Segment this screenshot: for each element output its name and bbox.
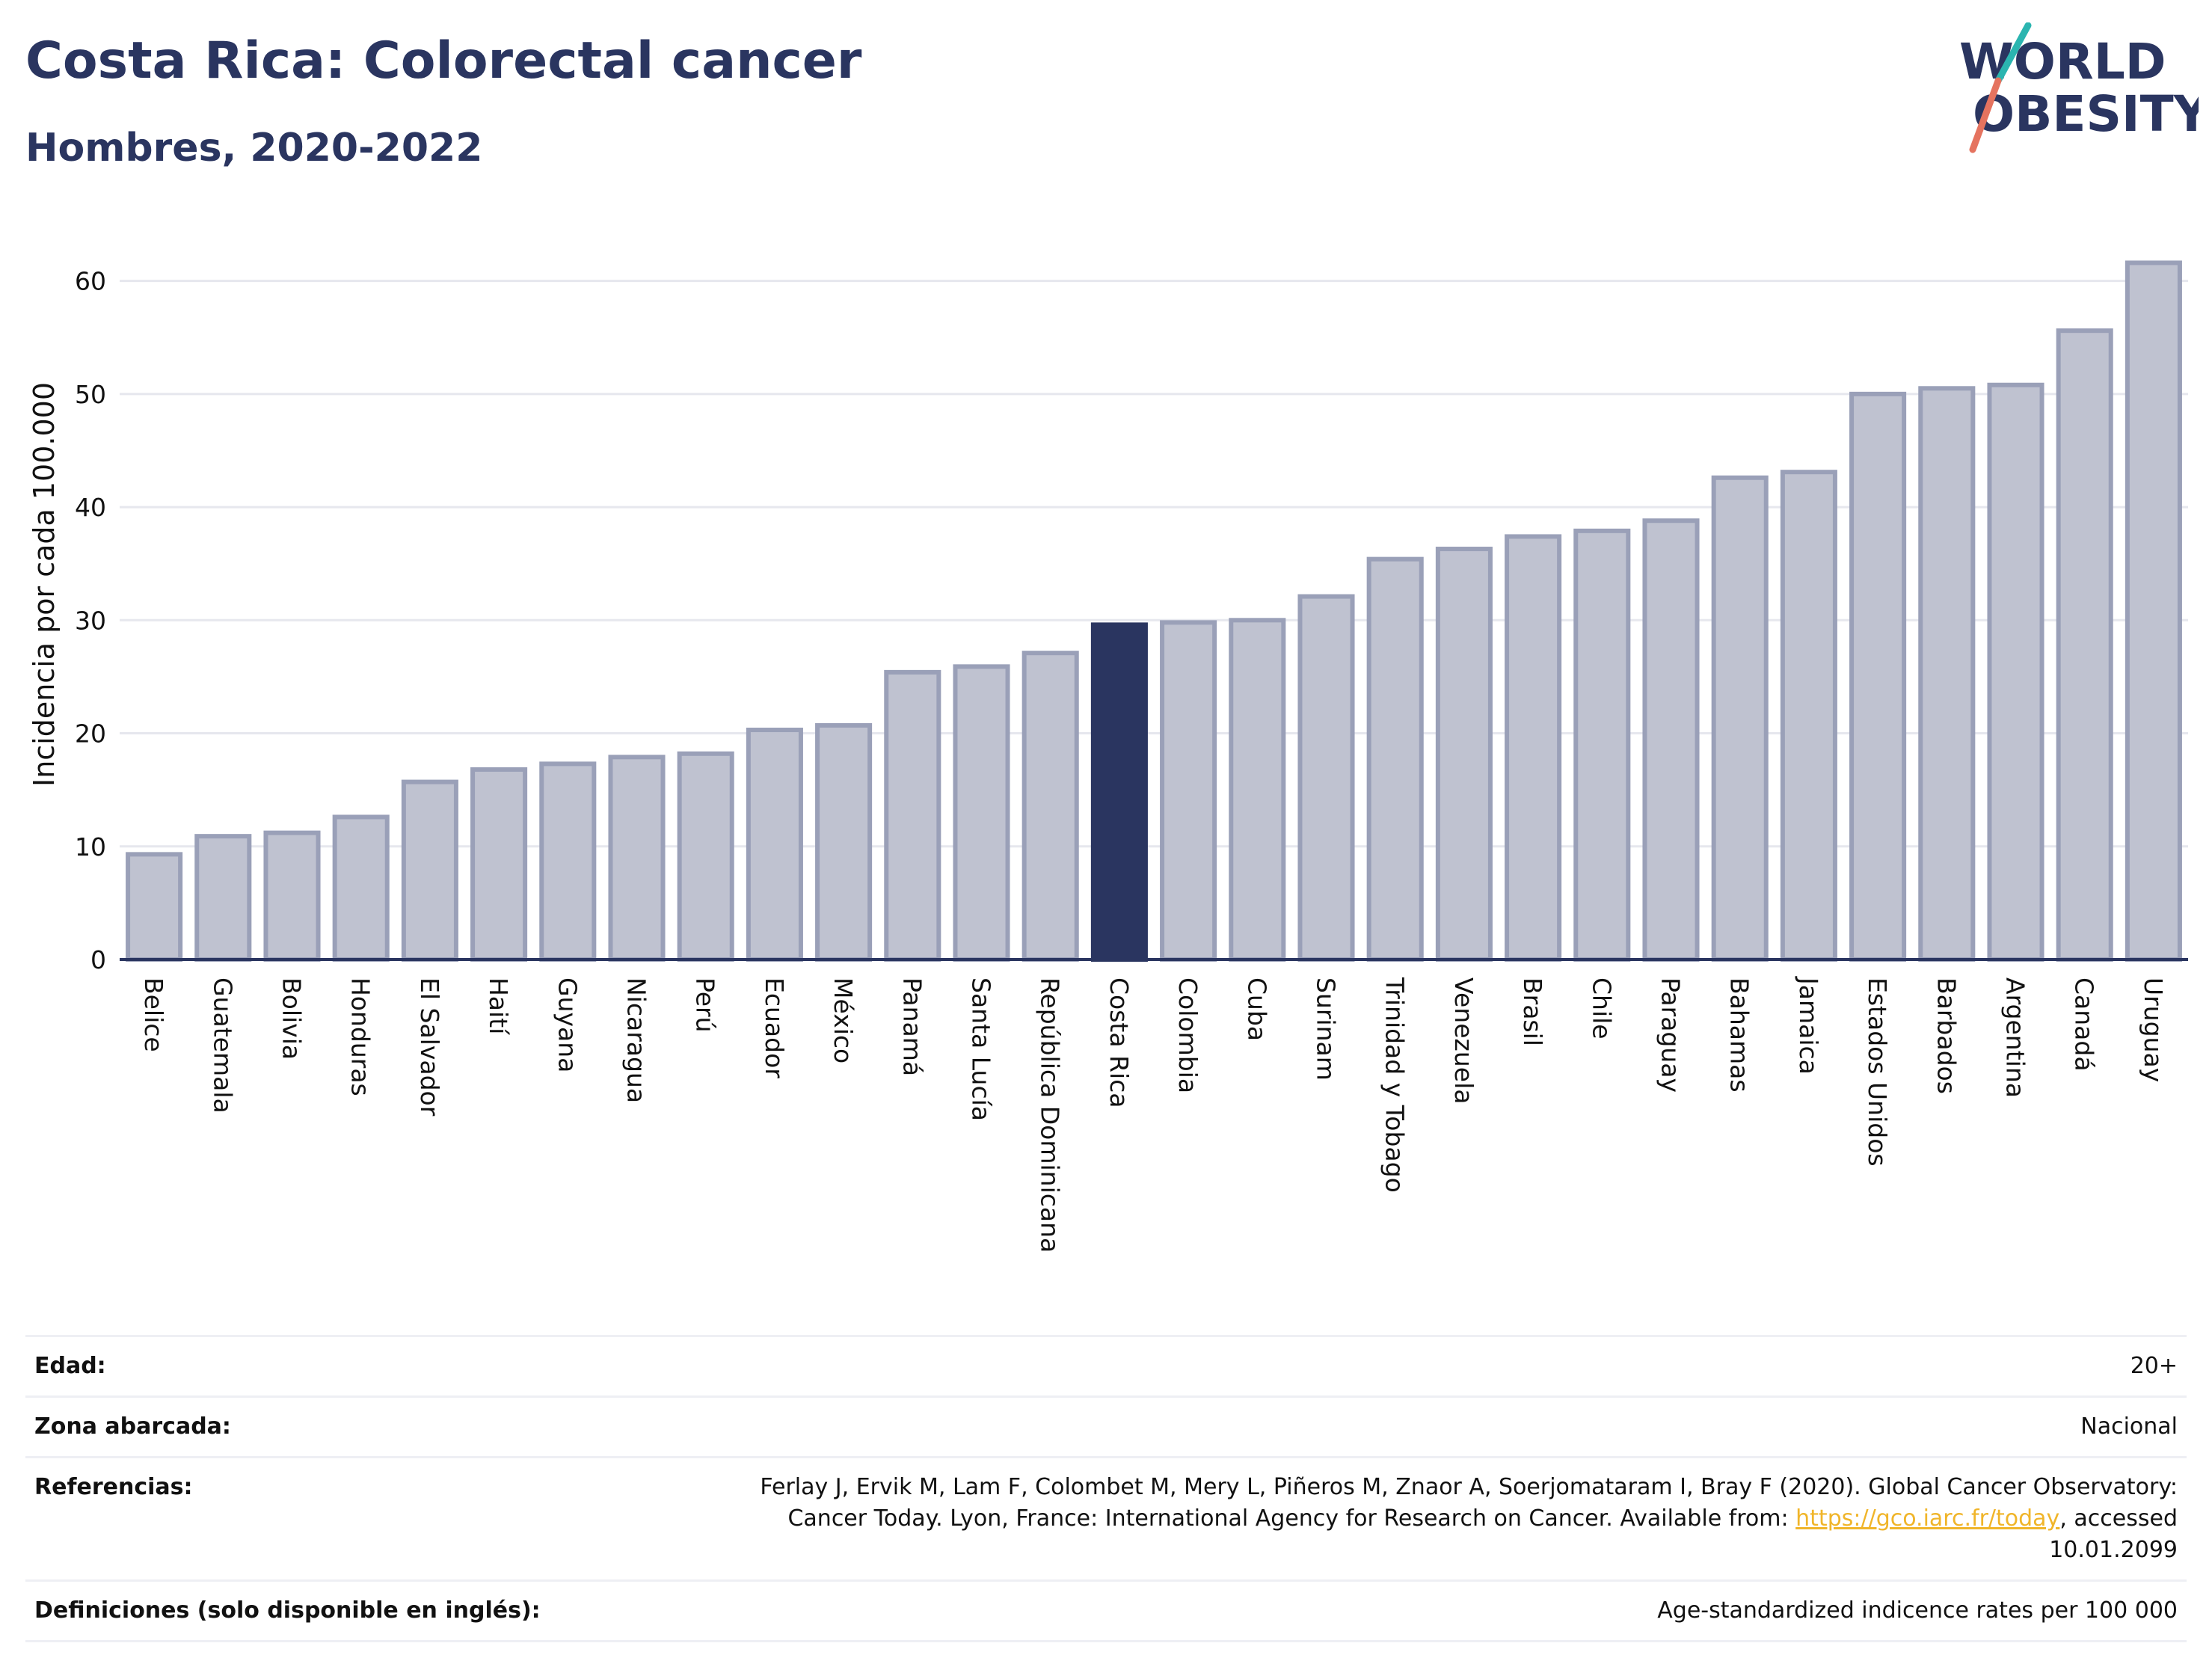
x-category-label: Estados Unidos: [1863, 977, 1892, 1167]
y-tick-label: 20: [75, 719, 106, 749]
bar-highlight: [1090, 622, 1148, 962]
info-row-referencias: Referencias: Ferlay J, Ervik M, Lam F, C…: [25, 1456, 2187, 1582]
info-row-definiciones: Definiciones (solo disponible en inglés)…: [25, 1579, 2187, 1642]
bar: [126, 852, 183, 962]
bar: [2056, 328, 2113, 962]
reference-text: Ferlay J, Ervik M, Lam F, Colombet M, Me…: [760, 1474, 2178, 1532]
info-row-edad: Edad: 20+: [25, 1335, 2187, 1398]
x-category-label: Colombia: [1173, 977, 1202, 1093]
bar: [746, 728, 803, 962]
bar: [1573, 528, 1631, 962]
bar: [953, 664, 1010, 962]
y-tick-label: 60: [75, 267, 106, 296]
info-key: Zona abarcada:: [25, 1395, 716, 1458]
info-key: Edad:: [25, 1335, 716, 1398]
bar: [1849, 391, 1907, 962]
x-category-label: Uruguay: [2139, 977, 2168, 1082]
y-axis-title: Incidencia por cada 100.000: [28, 382, 61, 787]
reference-accessed: , accessed 10.01.2099: [2049, 1505, 2178, 1563]
bar: [677, 751, 734, 962]
info-table: Edad: 20+ Zona abarcada: Nacional Refere…: [25, 1335, 2187, 1642]
x-category-label: República Dominicana: [1036, 977, 1065, 1253]
x-category-label: Ecuador: [760, 977, 789, 1078]
bar: [194, 834, 252, 962]
x-axis-labels: Belice Guatemala Bolivia Honduras El Salvado…: [139, 976, 2168, 1253]
x-category-label: Guatemala: [208, 977, 237, 1114]
x-category-label: Bolivia: [277, 977, 307, 1060]
info-key: Definiciones (solo disponible en inglés)…: [25, 1579, 716, 1642]
x-category-label: Bahamas: [1725, 977, 1754, 1093]
info-row-zona: Zona abarcada: Nacional: [25, 1395, 2187, 1458]
x-category-label: Venezuela: [1449, 977, 1478, 1104]
x-category-label: Chile: [1587, 977, 1616, 1040]
bar: [1229, 618, 1286, 962]
y-tick-label: 40: [75, 493, 106, 522]
bar: [1987, 382, 2044, 962]
x-category-label: Costa Rica: [1105, 977, 1134, 1108]
page-subtitle: Hombres, 2020-2022: [25, 126, 483, 171]
x-category-label: Barbados: [1932, 977, 1961, 1094]
x-category-label: Perú: [691, 977, 720, 1033]
bar: [263, 830, 321, 962]
logo-line-2: OBESITY: [1973, 85, 2199, 143]
reference-link[interactable]: https://gco.iarc.fr/today: [1795, 1505, 2060, 1532]
x-category-label: Jamaica: [1794, 976, 1823, 1075]
bar: [1642, 518, 1700, 962]
x-category-label: Haití: [484, 977, 513, 1036]
info-value: Age-standardized indicence rates per 100…: [716, 1579, 2187, 1642]
world-obesity-logo: WORLD OBESITY: [1959, 22, 2199, 153]
bar: [815, 722, 873, 962]
x-category-label: México: [829, 977, 858, 1063]
y-axis-ticks: 0 10 20 30 40 50 60: [75, 267, 106, 974]
x-category-label: Surinam: [1312, 977, 1341, 1081]
bar: [1021, 651, 1079, 962]
y-tick-label: 10: [75, 832, 106, 862]
bar: [1366, 556, 1424, 962]
bar: [1505, 534, 1562, 962]
bar: [1918, 386, 1976, 962]
x-category-label: Canadá: [2070, 977, 2099, 1072]
x-category-label: Honduras: [346, 977, 375, 1096]
x-category-label: Paraguay: [1656, 977, 1686, 1093]
bar: [1711, 475, 1769, 962]
bar: [1297, 594, 1355, 962]
bar: [470, 767, 528, 962]
x-category-label: Trinidad y Tobago: [1380, 977, 1410, 1193]
y-tick-label: 0: [90, 945, 106, 974]
info-key: Referencias:: [25, 1456, 716, 1582]
bar: [401, 779, 458, 962]
bar: [884, 669, 941, 962]
bars: [126, 260, 2182, 962]
x-category-label: Argentina: [2001, 977, 2030, 1098]
bar: [608, 755, 666, 962]
bar: [1160, 620, 1217, 962]
info-value: 20+: [716, 1335, 2187, 1398]
page-title: Costa Rica: Colorectal cancer: [25, 31, 862, 90]
x-category-label: Belice: [139, 977, 168, 1052]
y-tick-label: 50: [75, 380, 106, 409]
logo-line-1: WORLD: [1959, 33, 2166, 90]
x-category-label: Guyana: [553, 977, 582, 1072]
info-value: Nacional: [716, 1395, 2187, 1458]
bar: [539, 761, 597, 962]
bar: [1780, 470, 1837, 962]
x-category-label: El Salvador: [415, 977, 444, 1117]
bar: [1435, 547, 1493, 962]
bar-chart: 0 10 20 30 40 50 60 Belice Guatemala Bolivia Hond…: [28, 260, 2188, 1253]
x-category-label: Cuba: [1242, 977, 1271, 1041]
x-category-label: Nicaragua: [622, 977, 651, 1103]
x-category-label: Brasil: [1518, 977, 1547, 1046]
gridlines: [120, 280, 2188, 848]
bar: [332, 814, 390, 962]
info-value: Ferlay J, Ervik M, Lam F, Colombet M, Me…: [716, 1456, 2187, 1582]
y-tick-label: 30: [75, 606, 106, 635]
x-category-label: Santa Lucía: [967, 977, 996, 1121]
x-category-label: Panamá: [897, 977, 927, 1076]
bar: [2125, 260, 2182, 962]
